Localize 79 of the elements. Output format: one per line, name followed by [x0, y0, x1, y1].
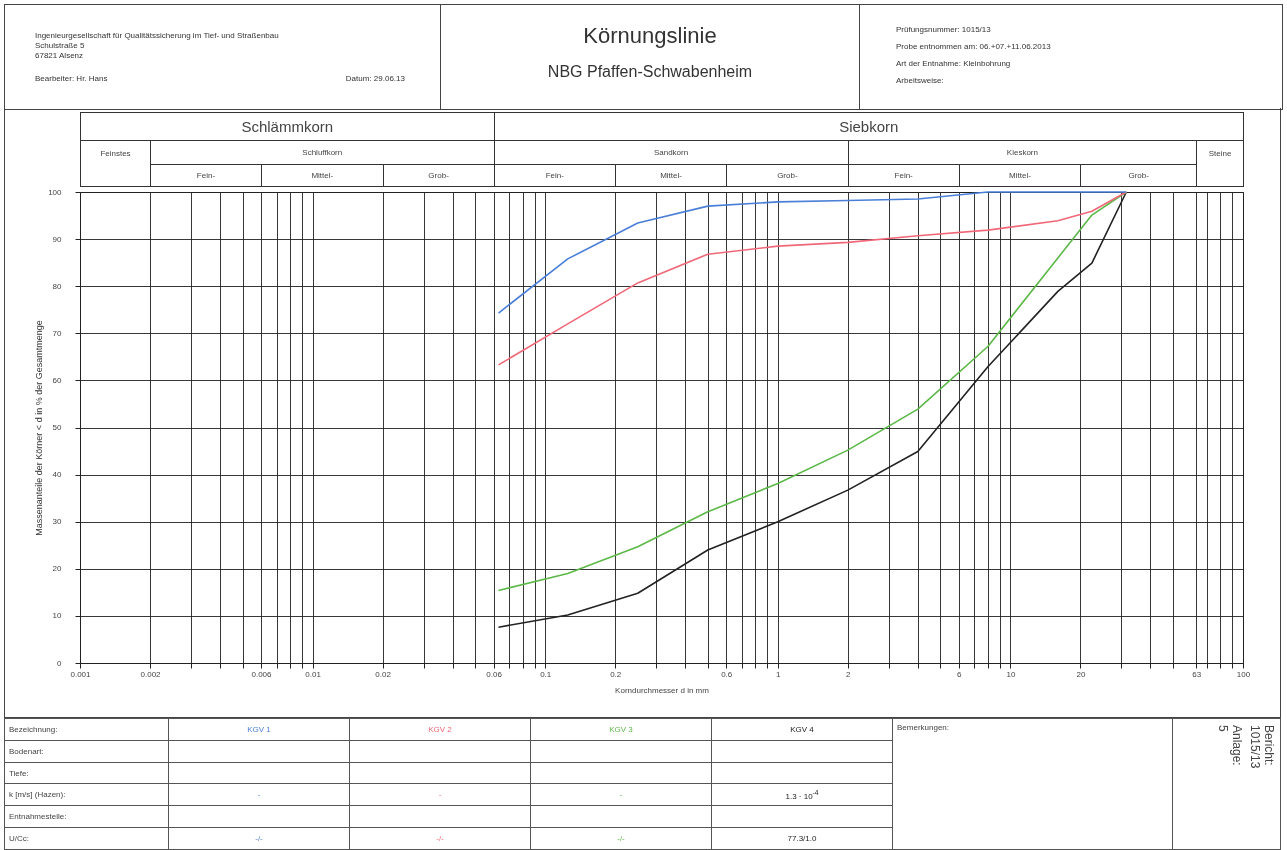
y-tick-label: 80: [52, 281, 63, 291]
x-tick-label: 0.06: [486, 669, 503, 679]
y-tick-label: 50: [52, 423, 63, 432]
y-tick-label: 70: [52, 328, 63, 338]
chart-subtitle: NBG Pfaffen-Schwabenheim: [546, 63, 754, 81]
text: -: [168, 783, 350, 806]
x-tick-label: 20: [1076, 669, 1086, 679]
text: Datum: 29.06.13: [345, 74, 405, 83]
text: -: [530, 783, 712, 806]
text: 77.3/1.0: [711, 827, 893, 850]
text: KGV 1: [168, 718, 350, 741]
x-tick-label: 0.1: [540, 669, 552, 679]
x-tick-label: 0.01: [305, 669, 322, 679]
text: Bericht:: [1262, 725, 1276, 766]
x-tick-label: 0.001: [70, 669, 92, 679]
text: KGV 2: [349, 718, 531, 741]
y-tick-label: 20: [52, 564, 63, 574]
x-tick-label: 1: [776, 669, 782, 679]
text: -/-: [168, 827, 350, 850]
text: KGV 3: [530, 718, 712, 741]
text: KGV 4: [711, 718, 893, 741]
text: 5: [1216, 725, 1230, 732]
x-tick-label: 2: [846, 669, 852, 679]
text: Art der Entnahme: Kleinbohrung: [896, 59, 1012, 68]
text: Fein-: [493, 164, 616, 187]
text: Schlämmkorn: [80, 112, 495, 141]
text: U/Cc:: [4, 827, 169, 850]
text: k [m/s] (Hazen):: [4, 783, 169, 806]
text: Schulstraße 5: [35, 41, 86, 50]
text: Grob-: [382, 164, 495, 187]
text: Fein-: [150, 164, 262, 187]
x-tick-label: 0.2: [610, 669, 622, 679]
text: Siebkorn: [493, 112, 1244, 141]
text: -: [349, 783, 531, 806]
text: Grob-: [726, 164, 849, 187]
text: Bezeichnung:: [4, 718, 169, 741]
text: Probe entnommen am: 06.+07.+11.06.2013: [896, 42, 1052, 51]
text: Prüfungsnummer: 1015/13: [896, 25, 992, 34]
text: Kieskorn: [847, 140, 1198, 165]
text: Mittel-: [260, 164, 384, 187]
x-tick-label: 0.002: [140, 669, 162, 679]
text: Arbeitsweise:: [896, 76, 945, 85]
text: Bodenart:: [4, 740, 169, 763]
x-tick-label: 100: [1236, 669, 1251, 679]
x-tick-label: 0.006: [251, 669, 273, 679]
text: Bemerkungen:: [892, 718, 1173, 850]
text: Anlage:: [1230, 725, 1244, 766]
x-tick-label: 10: [1006, 669, 1016, 679]
y-tick-label: 30: [52, 517, 63, 527]
y-axis-title: Massenanteile der Körner < d in % der Gesamtmenge: [34, 320, 45, 536]
text: Mittel-: [958, 164, 1082, 187]
text: 67821 Alsenz: [35, 51, 85, 60]
y-tick-label: 0: [57, 658, 63, 668]
text: Bearbeiter: Hr. Hans: [35, 74, 108, 83]
x-tick-label: 63: [1192, 669, 1202, 679]
text: Schluffkorn: [150, 140, 495, 165]
x-tick-label: 6: [957, 669, 963, 679]
y-tick-label: 40: [52, 470, 63, 480]
text: 1015/13: [1248, 725, 1262, 769]
text: Entnahmestelle:: [4, 805, 169, 828]
text: Ingenieurgesellschaft für Qualitätssicherung im Tief- und Straßenbau: [35, 31, 280, 40]
text: Mittel-: [614, 164, 728, 187]
text: Tiefe:: [4, 762, 169, 784]
x-axis-title: Korndurchmesser d in mm: [615, 685, 710, 695]
x-tick-label: 0.02: [375, 669, 392, 679]
text: Fein-: [847, 164, 960, 187]
text: -/-: [530, 827, 712, 850]
text: 1.3 · 10$^{-4}$: [711, 783, 893, 806]
text: Steine: [1196, 140, 1244, 187]
text: Grob-: [1080, 164, 1198, 187]
text: -/-: [349, 827, 531, 850]
text: Sandkorn: [493, 140, 849, 165]
y-tick-label: 10: [52, 611, 63, 621]
y-tick-label: 60: [52, 375, 63, 385]
text: Feinstes: [80, 140, 151, 187]
y-tick-label: 100: [48, 187, 63, 197]
chart-title: Körnungslinie: [582, 23, 718, 49]
y-tick-label: 90: [52, 234, 63, 244]
x-tick-label: 0.6: [721, 669, 733, 679]
